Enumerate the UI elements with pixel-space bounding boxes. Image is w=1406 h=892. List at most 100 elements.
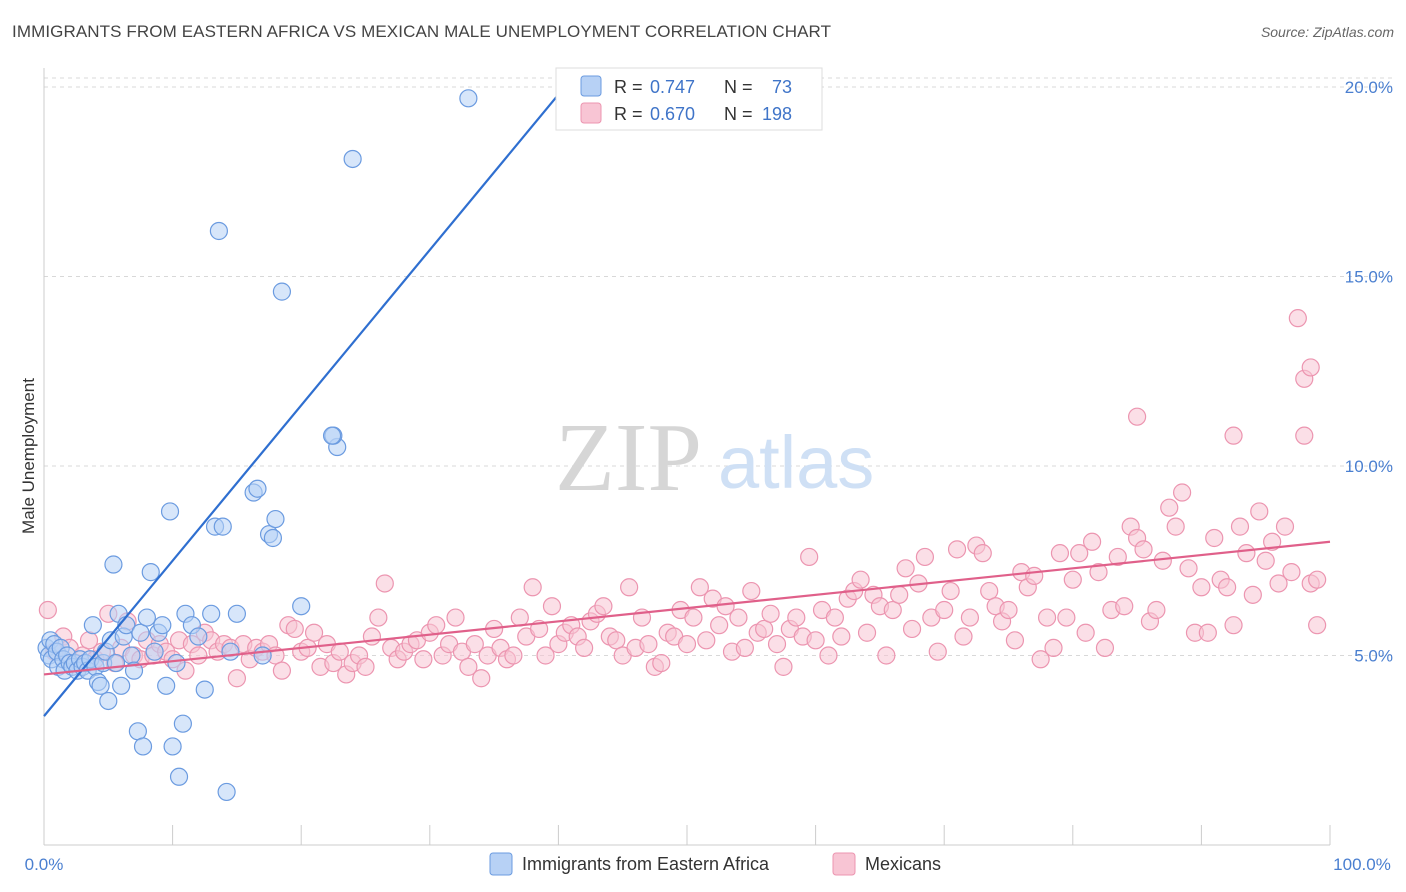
data-point-eastern-africa <box>153 616 172 635</box>
data-point-eastern-africa <box>99 691 118 711</box>
data-point-mexicans <box>1063 570 1082 589</box>
data-point-mexicans <box>767 635 787 654</box>
legend-label-eastern-africa: Immigrants from Eastern Africa <box>522 854 770 874</box>
data-point-mexicans <box>716 597 735 616</box>
data-point-eastern-africa <box>160 502 180 521</box>
data-point-mexicans <box>38 600 57 620</box>
data-point-eastern-africa <box>163 737 182 756</box>
series-eastern-africa <box>37 89 478 802</box>
data-point-eastern-africa <box>209 221 228 241</box>
data-point-mexicans <box>851 570 870 589</box>
chart-source: Source: ZipAtlas.com <box>1260 24 1394 40</box>
data-point-mexicans <box>356 657 375 676</box>
data-point-mexicans <box>941 581 960 601</box>
data-point-mexicans <box>1269 574 1288 593</box>
data-point-eastern-africa <box>221 642 240 661</box>
data-point-eastern-africa <box>213 517 232 536</box>
trendline-mexicans <box>43 540 1331 676</box>
data-point-mexicans <box>1282 563 1301 582</box>
data-point-mexicans <box>285 619 304 639</box>
data-point-mexicans <box>960 608 980 627</box>
data-point-mexicans <box>1173 483 1192 502</box>
data-point-mexicans <box>883 600 902 620</box>
data-point-mexicans <box>607 631 626 650</box>
stats-legend-pink-n-value: 198 <box>762 104 792 124</box>
data-point-eastern-africa <box>83 616 102 635</box>
data-point-mexicans <box>890 585 909 604</box>
data-point-mexicans <box>735 638 754 658</box>
data-point-mexicans <box>1115 597 1134 616</box>
x-tick-label: 0.0% <box>25 855 64 874</box>
data-point-mexicans <box>414 650 433 669</box>
watermark: ZIP atlas <box>555 404 874 512</box>
data-point-eastern-africa <box>248 479 267 498</box>
data-point-mexicans <box>877 646 896 665</box>
data-point-mexicans <box>1082 532 1102 551</box>
data-point-mexicans <box>1076 623 1095 642</box>
data-point-mexicans <box>690 578 709 597</box>
data-point-mexicans <box>1050 544 1070 563</box>
legend-swatch-mexicans <box>832 852 856 876</box>
data-point-eastern-africa <box>266 509 285 529</box>
data-point-mexicans <box>362 627 382 646</box>
data-point-mexicans <box>697 631 716 650</box>
data-point-mexicans <box>446 608 465 627</box>
data-point-mexicans <box>935 600 954 620</box>
data-point-mexicans <box>1288 309 1307 328</box>
data-point-mexicans <box>800 547 819 567</box>
data-point-eastern-africa <box>112 676 131 695</box>
data-point-mexicans <box>902 619 922 639</box>
trendlines <box>43 93 1331 717</box>
data-point-mexicans <box>472 669 491 688</box>
data-point-eastern-africa <box>104 555 123 574</box>
data-point-mexicans <box>1005 631 1025 650</box>
data-point-eastern-africa <box>253 646 272 665</box>
data-point-eastern-africa <box>145 642 164 661</box>
data-point-eastern-africa <box>272 282 292 301</box>
stats-legend-pink-swatch <box>580 102 602 124</box>
legend-swatch-eastern-africa <box>489 852 513 876</box>
data-point-mexicans <box>1243 585 1262 604</box>
data-point-eastern-africa <box>195 680 214 699</box>
data-point-mexicans <box>774 657 793 676</box>
legend-label-mexicans: Mexicans <box>865 854 941 874</box>
data-point-mexicans <box>1295 426 1314 445</box>
watermark-zip: ZIP <box>555 404 702 512</box>
data-point-mexicans <box>189 646 208 665</box>
data-point-eastern-africa <box>189 627 208 646</box>
data-point-mexicans <box>536 646 555 665</box>
data-point-eastern-africa <box>167 653 186 673</box>
data-point-mexicans <box>1025 566 1044 585</box>
data-point-mexicans <box>999 600 1018 620</box>
data-point-mexicans <box>1308 570 1327 589</box>
data-point-mexicans <box>1160 498 1179 517</box>
data-point-mexicans <box>459 657 478 676</box>
data-point-eastern-africa <box>128 722 147 741</box>
data-point-mexicans <box>857 623 877 642</box>
data-point-mexicans <box>272 661 292 680</box>
data-point-mexicans <box>1044 638 1063 658</box>
data-point-eastern-africa <box>322 426 342 445</box>
data-point-mexicans <box>1166 517 1185 536</box>
data-point-mexicans <box>1237 544 1256 563</box>
data-point-mexicans <box>620 578 639 597</box>
y-tick-label: 20.0% <box>1345 78 1393 97</box>
data-point-mexicans <box>504 646 523 665</box>
data-point-mexicans <box>594 597 613 616</box>
data-point-mexicans <box>1205 528 1224 548</box>
data-point-eastern-africa <box>131 623 150 642</box>
data-point-mexicans <box>677 635 697 654</box>
data-point-mexicans <box>1198 623 1217 642</box>
data-point-mexicans <box>1256 551 1275 570</box>
data-point-mexicans <box>575 638 594 658</box>
data-point-mexicans <box>1057 608 1076 627</box>
data-point-mexicans <box>1089 563 1108 582</box>
data-point-mexicans <box>1263 532 1282 551</box>
data-point-eastern-africa <box>133 737 153 756</box>
stats-legend-pink-n-label: N = <box>724 104 753 124</box>
data-point-mexicans <box>1108 547 1127 567</box>
data-point-eastern-africa <box>459 89 478 108</box>
data-point-mexicans <box>375 574 394 593</box>
data-point-mexicans <box>1095 638 1115 658</box>
